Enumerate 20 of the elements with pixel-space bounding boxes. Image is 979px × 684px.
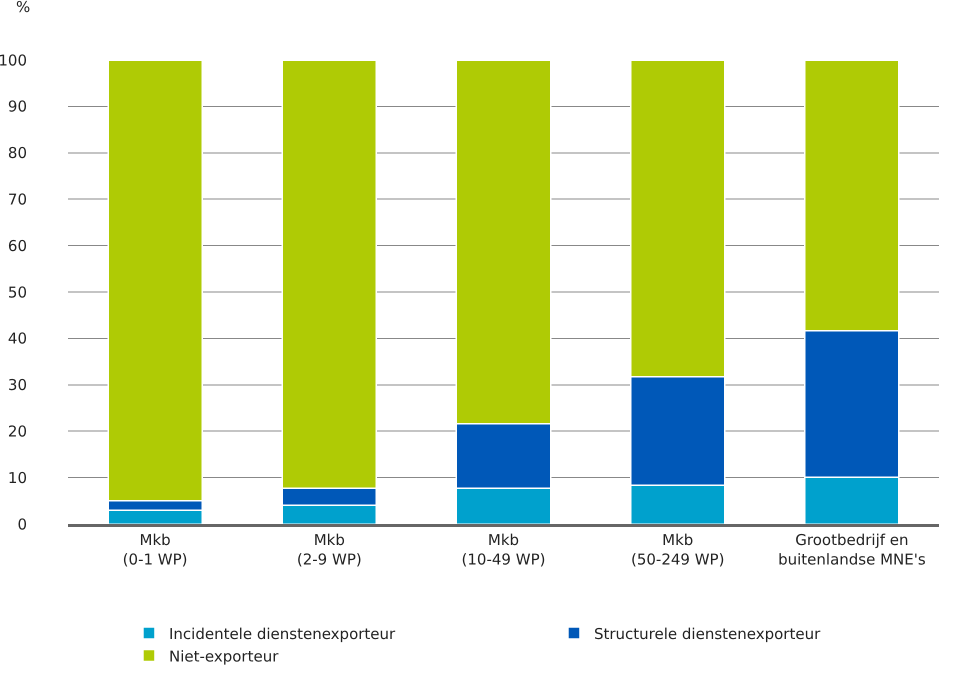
y-tick-label: 50 xyxy=(8,283,27,302)
y-tick-label: 60 xyxy=(8,236,27,255)
y-tick-label: 40 xyxy=(8,330,27,348)
y-tick-label: 90 xyxy=(8,98,27,116)
y-tick-label: 20 xyxy=(8,422,27,440)
y-tick-label: 80 xyxy=(8,144,27,162)
x-tick-label: Mkb (10-49 WP) xyxy=(462,531,546,568)
x-tick-label: Mkb (2-9 WP) xyxy=(296,531,362,568)
y-axis-title: % xyxy=(16,0,30,16)
legend-label: Niet-exporteur xyxy=(168,647,280,666)
y-tick-label: 70 xyxy=(8,190,27,208)
x-tick-label: Grootbedrijf en buitenlandse MNE's xyxy=(778,531,926,568)
y-tick-label: 30 xyxy=(8,376,27,394)
y-tick-label: 100 xyxy=(0,51,27,70)
y-tick-label: 0 xyxy=(17,515,27,534)
x-tick-label: Mkb (0-1 WP) xyxy=(122,531,188,568)
legend-label: Structurele dienstenexporteur xyxy=(594,624,822,643)
x-tick-label: Mkb (50-249 WP) xyxy=(630,531,724,568)
y-tick-label: 10 xyxy=(8,468,27,487)
legend-label: Incidentele dienstenexporteur xyxy=(168,624,396,643)
